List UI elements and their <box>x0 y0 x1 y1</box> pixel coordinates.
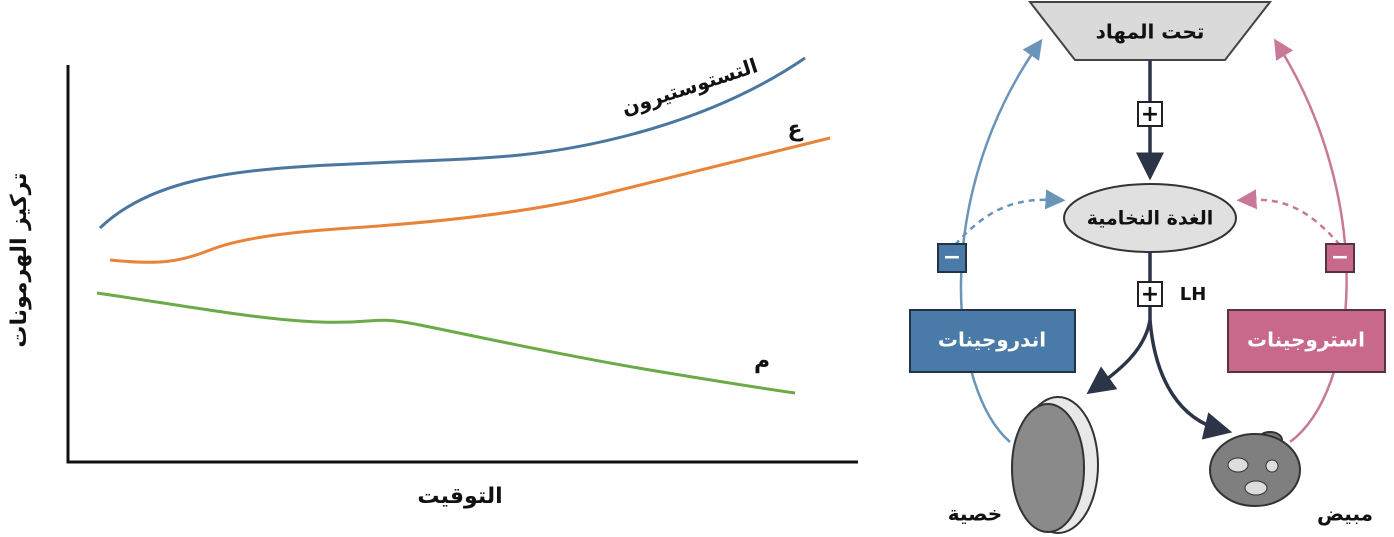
sign-box <box>1325 243 1355 273</box>
curve-label: ع <box>787 117 803 142</box>
curve-label: التستوستيرون <box>619 53 761 120</box>
arrow <box>1148 319 1233 440</box>
arrow <box>1086 319 1152 395</box>
sign-box <box>1137 101 1163 127</box>
ovary-follicle <box>1265 459 1279 473</box>
node-label: اندروجينات <box>938 328 1046 352</box>
feedback-arrow <box>1274 38 1348 444</box>
sign: + <box>1141 282 1159 307</box>
estrogen-box <box>1227 309 1386 373</box>
curve-a <box>109 136 831 264</box>
x-axis-label: التوقيت <box>417 484 502 509</box>
androgen-box <box>909 309 1076 373</box>
hypothalamus <box>1027 0 1273 61</box>
ovary-follicle <box>1227 457 1249 473</box>
testis <box>1011 403 1085 533</box>
curve-label: م <box>754 349 770 374</box>
dashed-arrow <box>954 189 1066 246</box>
sign: + <box>1141 102 1159 127</box>
ovary-follicle <box>1244 480 1268 496</box>
feedback-arrow <box>959 38 1043 443</box>
sign-box <box>1137 281 1163 307</box>
ovary <box>1209 433 1301 507</box>
sign: − <box>1331 245 1349 270</box>
node-label: تحت المهاد <box>1096 20 1205 44</box>
y-axis-label: تركيز الهرمونات <box>7 172 32 347</box>
node-label: خصية <box>948 502 1002 526</box>
sign: − <box>943 245 961 270</box>
node-label: استروجينات <box>1247 328 1365 352</box>
node-label: مبيض <box>1317 502 1373 526</box>
hormone-label: LH <box>1180 284 1207 305</box>
axes <box>66 65 858 464</box>
sign-box <box>937 243 967 273</box>
node-label: الغدة النخامية <box>1087 208 1213 230</box>
curve-m <box>96 291 796 395</box>
testosterone-curve <box>98 56 806 230</box>
dashed-arrow <box>1236 189 1341 246</box>
